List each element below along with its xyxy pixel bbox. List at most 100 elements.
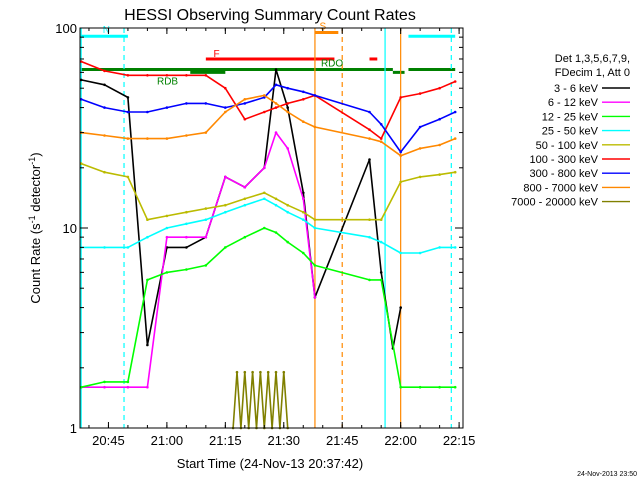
series-6-point-15 bbox=[379, 123, 383, 126]
series-1-point-9 bbox=[263, 166, 266, 170]
series-3-point-8 bbox=[243, 203, 247, 207]
series-7-point-18 bbox=[438, 143, 441, 147]
series-4-point-14 bbox=[368, 218, 371, 221]
series-6-point-19 bbox=[453, 110, 457, 114]
series-8-point-11 bbox=[274, 370, 278, 374]
series-3-point-17 bbox=[418, 251, 422, 255]
series-2-point-19 bbox=[453, 385, 457, 389]
data-series bbox=[79, 60, 457, 430]
series-2-point-1 bbox=[103, 380, 106, 384]
series-2-point-7 bbox=[224, 246, 227, 249]
y-tick-label-0: 1 bbox=[70, 421, 77, 436]
annotation-f: F bbox=[214, 49, 220, 60]
series-1-point-10 bbox=[274, 131, 278, 134]
annotation-rdb: RDB bbox=[157, 76, 178, 87]
series-3-point-14 bbox=[368, 235, 371, 239]
series-line-6 bbox=[80, 84, 456, 153]
series-3-point-15 bbox=[379, 240, 383, 244]
series-0-point-0 bbox=[79, 78, 83, 82]
series-7-point-4 bbox=[165, 137, 169, 140]
series-0-point-15 bbox=[379, 271, 383, 274]
x-tick-label-0: 20:45 bbox=[92, 433, 125, 448]
y-tick-label-1: 10 bbox=[63, 221, 77, 236]
series-2-point-0 bbox=[79, 385, 83, 389]
series-5-point-14 bbox=[368, 128, 371, 131]
series-4-point-18 bbox=[438, 173, 441, 176]
series-2-point-9 bbox=[263, 226, 266, 230]
series-3-point-19 bbox=[453, 246, 457, 249]
series-4-point-9 bbox=[263, 191, 266, 195]
series-3-point-9 bbox=[263, 197, 266, 201]
x-tick-label-6: 22:15 bbox=[443, 433, 476, 448]
series-2-point-12 bbox=[302, 251, 305, 255]
series-0-point-10 bbox=[274, 68, 278, 71]
series-3-point-10 bbox=[274, 203, 278, 207]
series-2-point-10 bbox=[274, 231, 278, 234]
legend-label-6: 300 - 800 keV bbox=[530, 168, 599, 180]
series-7-point-2 bbox=[126, 137, 130, 140]
series-7-point-5 bbox=[185, 134, 188, 137]
series-3-point-5 bbox=[185, 222, 188, 226]
series-line-2 bbox=[81, 227, 456, 389]
series-5-point-0 bbox=[79, 60, 83, 63]
series-6-point-10 bbox=[274, 83, 278, 87]
series-8-point-5 bbox=[251, 370, 254, 374]
series-5-point-5 bbox=[185, 74, 188, 77]
series-3-point-16 bbox=[399, 251, 403, 255]
series-5-point-2 bbox=[126, 74, 130, 77]
series-0-point-5 bbox=[185, 246, 188, 249]
series-3-point-13 bbox=[313, 226, 317, 230]
legend-label-0: 3 - 6 keV bbox=[554, 83, 599, 95]
series-7-point-17 bbox=[418, 147, 422, 150]
series-7-point-8 bbox=[243, 98, 247, 101]
series-4-point-17 bbox=[418, 175, 422, 179]
series-1-point-4 bbox=[165, 235, 169, 239]
series-6-point-18 bbox=[438, 117, 441, 121]
series-5-point-19 bbox=[453, 80, 457, 83]
series-4-point-4 bbox=[165, 214, 169, 218]
series-4-point-6 bbox=[204, 207, 208, 210]
series-1-point-5 bbox=[185, 235, 188, 239]
series-4-point-13 bbox=[313, 218, 317, 221]
series-line-3 bbox=[81, 198, 456, 254]
series-5-point-1 bbox=[103, 69, 106, 73]
series-0-point-14 bbox=[368, 158, 371, 161]
series-4-point-12 bbox=[302, 210, 305, 214]
series-6-point-16 bbox=[399, 150, 403, 154]
series-4-point-5 bbox=[185, 210, 188, 214]
series-2-point-2 bbox=[126, 380, 130, 384]
series-4-point-10 bbox=[274, 197, 278, 201]
series-3-point-6 bbox=[204, 218, 208, 221]
series-3-point-11 bbox=[286, 210, 290, 214]
series-3-point-2 bbox=[126, 246, 130, 249]
x-tick-label-3: 21:30 bbox=[267, 433, 300, 448]
series-5-point-6 bbox=[204, 74, 208, 77]
series-5-point-8 bbox=[243, 117, 247, 121]
legend-label-8: 7000 - 20000 keV bbox=[511, 197, 599, 209]
series-0-point-12 bbox=[302, 191, 305, 195]
series-6-point-11 bbox=[286, 86, 290, 90]
series-7-point-6 bbox=[204, 131, 208, 134]
series-5-point-9 bbox=[263, 110, 266, 114]
series-4-point-2 bbox=[126, 175, 130, 179]
series-7-point-12 bbox=[302, 120, 305, 123]
annotation-rdo: RDO bbox=[321, 59, 343, 70]
series-5-point-18 bbox=[438, 86, 441, 90]
series-7-point-1 bbox=[103, 134, 106, 137]
series-8-point-9 bbox=[266, 370, 270, 374]
series-2-point-11 bbox=[286, 240, 290, 244]
x-tick-label-5: 22:00 bbox=[384, 433, 417, 448]
series-6-point-8 bbox=[243, 102, 247, 105]
legend-label-4: 50 - 100 keV bbox=[536, 140, 599, 152]
y-axis-label-sup1: -1 bbox=[27, 215, 37, 223]
series-6-point-3 bbox=[146, 110, 149, 114]
series-6-point-17 bbox=[418, 125, 422, 129]
series-0-point-2 bbox=[126, 96, 130, 99]
series-6-point-12 bbox=[302, 90, 305, 94]
legend-header-2: FDecim 1, Att 0 bbox=[555, 67, 630, 79]
annotation-s: S bbox=[319, 21, 326, 32]
series-1-point-11 bbox=[286, 147, 290, 150]
series-0-point-3 bbox=[146, 343, 149, 347]
